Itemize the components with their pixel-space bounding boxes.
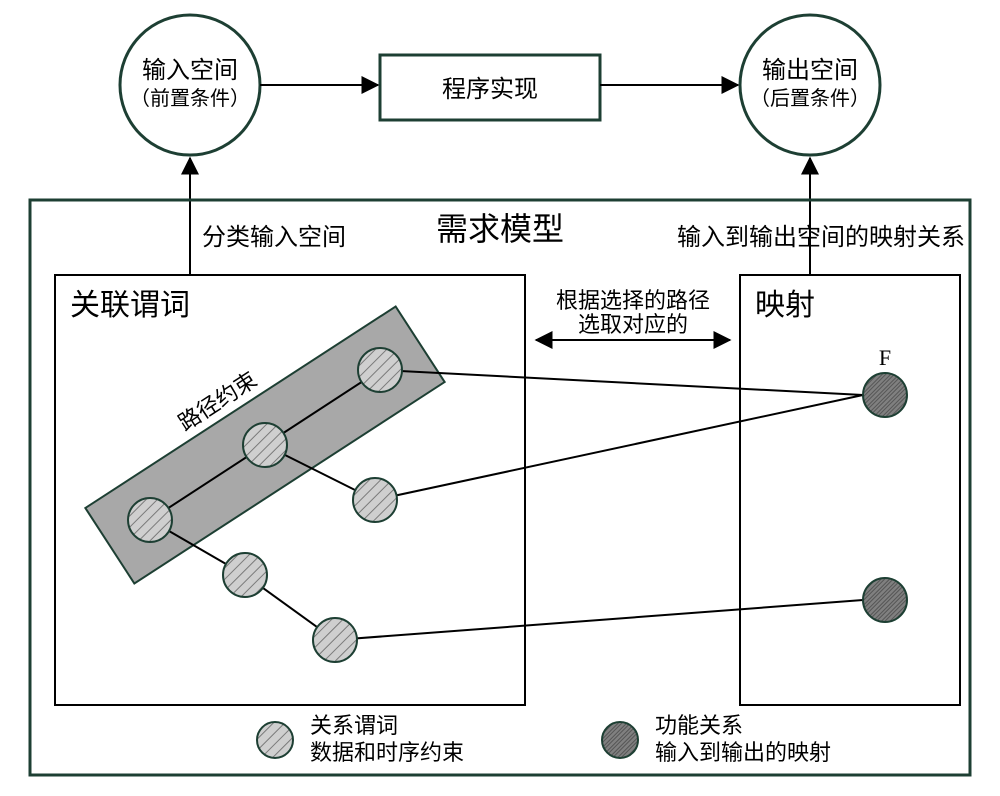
node-n3: [358, 348, 402, 392]
mid-arrow-line1: 根据选择的路径: [556, 288, 710, 313]
legend-light-icon: [257, 722, 293, 758]
node-n6: [313, 618, 357, 662]
node-n1: [128, 498, 172, 542]
node-n2: [243, 423, 287, 467]
input-space-line1: 输入空间: [142, 57, 238, 84]
input-space-circle: [120, 15, 260, 155]
association-predicate-title: 关联谓词: [70, 289, 190, 322]
left-arrow-label: 分类输入空间: [202, 224, 346, 251]
node-n4: [353, 478, 397, 522]
node-n5: [223, 553, 267, 597]
mapping-box: [740, 275, 960, 705]
output-space-line2: （后置条件）: [750, 87, 870, 110]
requirement-model-title: 需求模型: [436, 211, 564, 247]
program-impl-label: 程序实现: [442, 76, 538, 103]
legend-left-title: 关系谓词: [310, 713, 398, 738]
node-G: [863, 578, 907, 622]
right-arrow-label: 输入到输出空间的映射关系: [677, 224, 965, 251]
node-F-label: F: [879, 345, 891, 370]
legend-right-title: 功能关系: [655, 713, 743, 738]
legend: 关系谓词 数据和时序约束 功能关系 输入到输出的映射: [257, 713, 831, 765]
mapping-title: 映射: [755, 289, 815, 322]
output-space-line1: 输出空间: [762, 57, 858, 84]
mid-arrow-line2: 选取对应的: [578, 312, 688, 337]
input-space-line2: （前置条件）: [130, 87, 250, 110]
output-space-circle: [740, 15, 880, 155]
legend-right-sub: 输入到输出的映射: [655, 740, 831, 765]
node-F: [863, 373, 907, 417]
legend-left-sub: 数据和时序约束: [310, 740, 464, 765]
legend-dark-icon: [602, 722, 638, 758]
